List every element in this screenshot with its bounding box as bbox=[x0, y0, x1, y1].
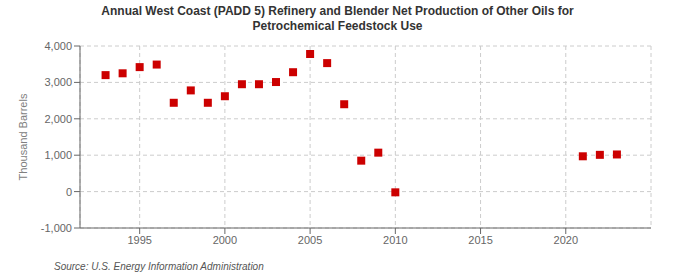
svg-text:1995: 1995 bbox=[127, 234, 151, 246]
html-text:Petrochemical Feedstock Use: Petrochemical Feedstock Use bbox=[252, 19, 423, 33]
svg-text:2005: 2005 bbox=[298, 234, 322, 246]
svg-text:2015: 2015 bbox=[468, 234, 492, 246]
svg-text:2000: 2000 bbox=[213, 234, 237, 246]
svg-text:0: 0 bbox=[66, 186, 72, 198]
svg-text:2020: 2020 bbox=[554, 234, 578, 246]
svg-text:2,000: 2,000 bbox=[44, 113, 72, 125]
svg-text:2010: 2010 bbox=[383, 234, 407, 246]
svg-text:1,000: 1,000 bbox=[44, 149, 72, 161]
svg-text:3,000: 3,000 bbox=[44, 76, 72, 88]
html-text:Annual West Coast (PADD 5) Ref: Annual West Coast (PADD 5) Refinery and … bbox=[101, 4, 574, 18]
svg-text:4,000: 4,000 bbox=[44, 40, 72, 52]
html-text:Source: U.S. Energy Informatio: Source: U.S. Energy Information Administ… bbox=[54, 261, 264, 272]
svg-text:-1,000: -1,000 bbox=[41, 222, 72, 234]
svg-text:Thousand Barrels: Thousand Barrels bbox=[17, 93, 29, 180]
